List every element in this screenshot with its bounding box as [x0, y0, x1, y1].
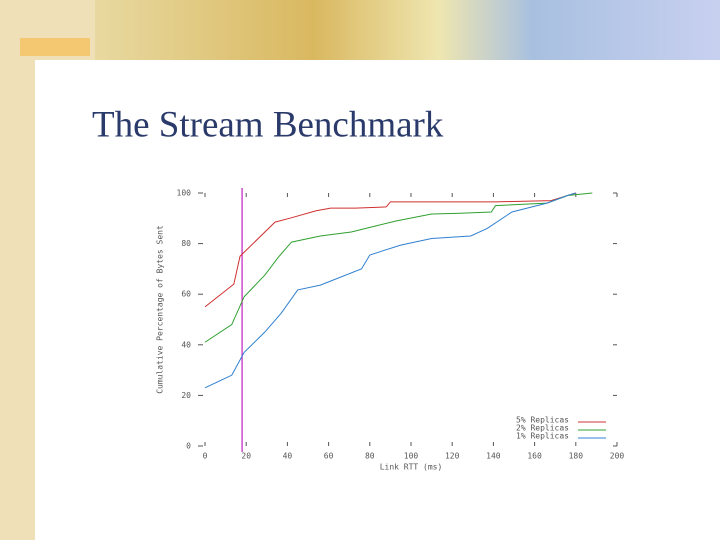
x-tick-label: 40 [283, 452, 293, 461]
x-tick-label: 200 [610, 452, 625, 461]
x-axis-label: Link RTT (ms) [380, 463, 443, 472]
slide-title: The Stream Benchmark [92, 104, 444, 145]
x-tick-label: 100 [404, 452, 419, 461]
banner [95, 0, 720, 60]
x-tick-label: 20 [241, 452, 251, 461]
chart: 0 20 40 60 80 100 0 20 40 60 80 100 120 140 160 180 200 L… [156, 188, 625, 472]
y-tick-label: 60 [181, 290, 191, 299]
legend-label: 5% Replicas [516, 416, 569, 425]
y-tick-label: 100 [177, 189, 192, 198]
x-tick-label: 120 [445, 452, 460, 461]
x-tick-label: 160 [527, 452, 542, 461]
content-area [35, 60, 720, 540]
x-tick-label: 80 [365, 452, 375, 461]
y-tick-label: 20 [181, 391, 191, 400]
x-tick-label: 180 [569, 452, 584, 461]
series-line [204, 192, 593, 343]
y-tick-label: 80 [181, 239, 191, 248]
y-axis-label: Cumulative Percentage of Bytes Sent [156, 225, 165, 394]
y-tick-label: 0 [186, 442, 191, 451]
x-tick-label: 140 [486, 452, 501, 461]
banner-accent [20, 38, 90, 56]
x-tick-label: 60 [324, 452, 334, 461]
y-tick-label: 40 [181, 340, 191, 349]
series-line [204, 192, 576, 389]
series-line [204, 192, 576, 308]
x-tick-label: 0 [203, 452, 208, 461]
legend-label: 2% Replicas [516, 424, 569, 433]
legend-label: 1% Replicas [516, 432, 569, 441]
